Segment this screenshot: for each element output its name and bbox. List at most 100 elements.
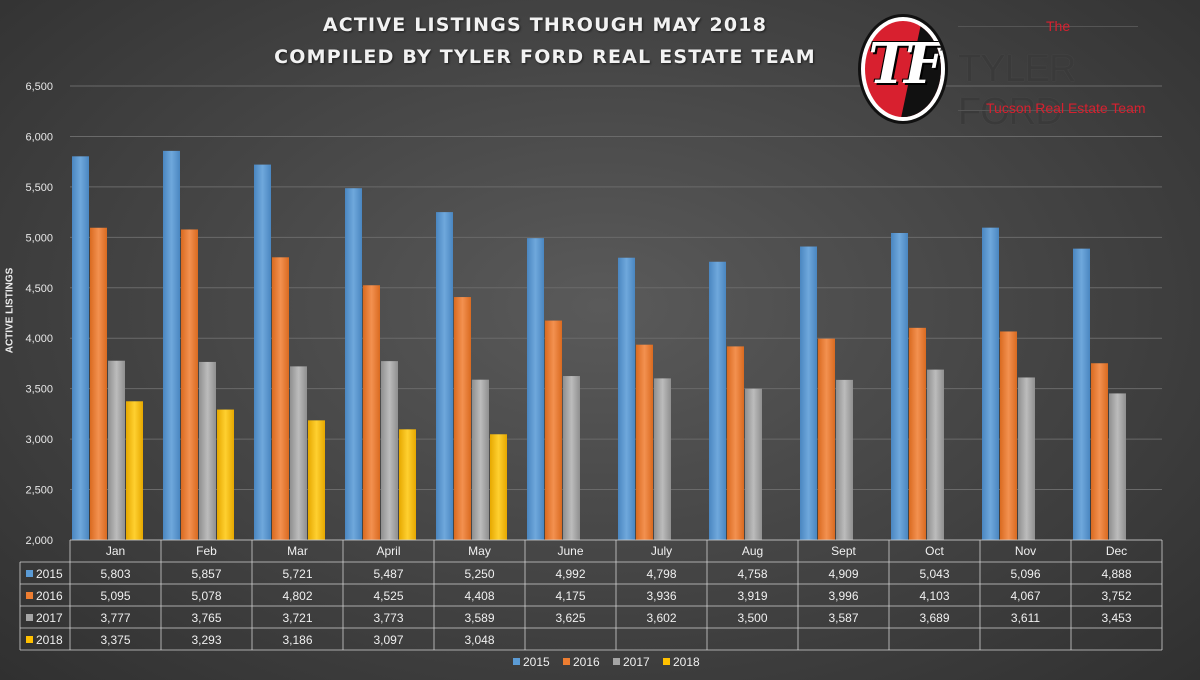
legend: 2015 2016 2017 2018	[513, 655, 700, 669]
category-label: June	[557, 544, 583, 558]
bar-2016-june	[545, 320, 562, 540]
bar-2016-july	[636, 344, 653, 540]
logo-monogram: TF	[868, 31, 943, 97]
category-label: May	[468, 544, 491, 558]
category-label: Sept	[831, 544, 856, 558]
legend-swatch	[613, 658, 620, 665]
data-value-label: 3,752	[1101, 589, 1131, 603]
bar-2018-jan	[126, 401, 143, 540]
bar-2015-feb	[163, 150, 180, 540]
bar-2017-feb	[199, 361, 216, 540]
data-value-label: 3,587	[828, 611, 858, 625]
bar-2016-aug	[727, 346, 744, 540]
bar-2017-sept	[836, 379, 853, 540]
category-label: Dec	[1106, 544, 1127, 558]
data-value-label: 3,773	[373, 611, 403, 625]
logo-the: The	[1046, 18, 1071, 34]
category-label: Oct	[925, 544, 944, 558]
data-value-label: 3,936	[646, 589, 676, 603]
data-value-label: 3,500	[737, 611, 767, 625]
series-row-label: 2015	[36, 567, 63, 581]
category-label: Feb	[196, 544, 217, 558]
data-value-label: 3,048	[464, 633, 494, 647]
category-label: Jan	[106, 544, 125, 558]
y-tick-label: 2,000	[25, 535, 53, 547]
data-value-label: 3,765	[191, 611, 221, 625]
bar-2017-aug	[745, 388, 762, 540]
bar-2016-dec	[1091, 363, 1108, 540]
legend-swatch	[513, 658, 520, 665]
series-key-swatch	[26, 570, 33, 577]
data-value-label: 4,408	[464, 589, 494, 603]
series-key-swatch	[26, 592, 33, 599]
logo-subtitle: Tucson Real Estate Team	[986, 100, 1146, 116]
data-value-label: 3,186	[282, 633, 312, 647]
bar-2016-feb	[181, 229, 198, 541]
data-table: Jan Feb Mar April May June July Aug Sept Oct Nov De…	[19, 539, 1163, 651]
series-row-label: 2017	[36, 611, 63, 625]
legend-label: 2016	[573, 655, 600, 669]
series-key-swatch	[26, 636, 33, 643]
data-value-label: 4,909	[828, 567, 858, 581]
y-tick-label: 2,500	[25, 485, 53, 497]
bar-2015-sept	[800, 246, 817, 540]
data-value-label: 3,097	[373, 633, 403, 647]
category-label: Aug	[742, 544, 763, 558]
bar-2015-jan	[72, 156, 89, 540]
y-axis-label: ACTIVE LISTINGS	[4, 267, 16, 354]
bar-2015-oct	[891, 232, 908, 540]
data-value-label: 5,043	[919, 567, 949, 581]
bar-2016-mar	[272, 257, 289, 540]
data-value-label: 3,293	[191, 633, 221, 647]
logo-name: TYLER FORD	[958, 48, 1076, 133]
chart-title-line-1: ACTIVE LISTINGS THROUGH MAY 2018	[322, 14, 768, 36]
bar-2018-may	[490, 434, 507, 540]
series-row-label: 2018	[36, 633, 63, 647]
category-label: July	[651, 544, 672, 558]
data-value-label: 3,721	[282, 611, 312, 625]
bar-2016-april	[363, 285, 380, 540]
bar-2015-april	[345, 188, 362, 540]
bar-2015-july	[618, 257, 635, 540]
bar-2016-nov	[1000, 331, 1017, 540]
y-tick-label: 6,500	[25, 81, 53, 93]
bar-2017-may	[472, 379, 489, 540]
data-value-label: 4,525	[373, 589, 403, 603]
bar-2015-aug	[709, 261, 726, 540]
data-value-label: 3,611	[1011, 611, 1040, 625]
data-value-label: 4,758	[737, 567, 767, 581]
gridlines	[70, 85, 1162, 541]
bar-2016-jan	[90, 227, 107, 540]
legend-label: 2018	[673, 655, 700, 669]
bar-2015-dec	[1073, 248, 1090, 541]
data-value-label: 4,798	[646, 567, 676, 581]
bar-2018-mar	[308, 420, 325, 540]
category-label: Mar	[287, 544, 308, 558]
bar-2015-may	[436, 212, 453, 540]
bar-2017-jan	[108, 360, 125, 540]
series-key-swatch	[26, 614, 33, 621]
data-value-label: 3,453	[1101, 611, 1131, 625]
data-value-label: 4,175	[555, 589, 585, 603]
data-value-label: 5,487	[373, 567, 403, 581]
data-value-label: 4,992	[555, 567, 585, 581]
data-value-label: 3,919	[737, 589, 767, 603]
bars	[72, 150, 1126, 541]
y-tick-label: 3,000	[25, 434, 53, 446]
bar-2015-june	[527, 238, 544, 540]
legend-swatch	[563, 658, 570, 665]
legend-label: 2017	[623, 655, 650, 669]
bar-2017-april	[381, 361, 398, 540]
data-value-label: 3,777	[100, 611, 130, 625]
data-value-label: 4,802	[282, 589, 312, 603]
data-value-label: 4,888	[1101, 567, 1131, 581]
y-tick-label: 6,000	[25, 131, 53, 143]
data-value-label: 5,078	[191, 589, 221, 603]
bar-2015-mar	[254, 164, 271, 540]
bar-2017-dec	[1109, 393, 1126, 540]
data-value-label: 3,996	[828, 589, 858, 603]
y-tick-label: 5,500	[25, 182, 53, 194]
data-value-label: 3,625	[555, 611, 585, 625]
y-tick-label: 4,000	[25, 333, 53, 345]
data-value-label: 5,096	[1010, 567, 1040, 581]
